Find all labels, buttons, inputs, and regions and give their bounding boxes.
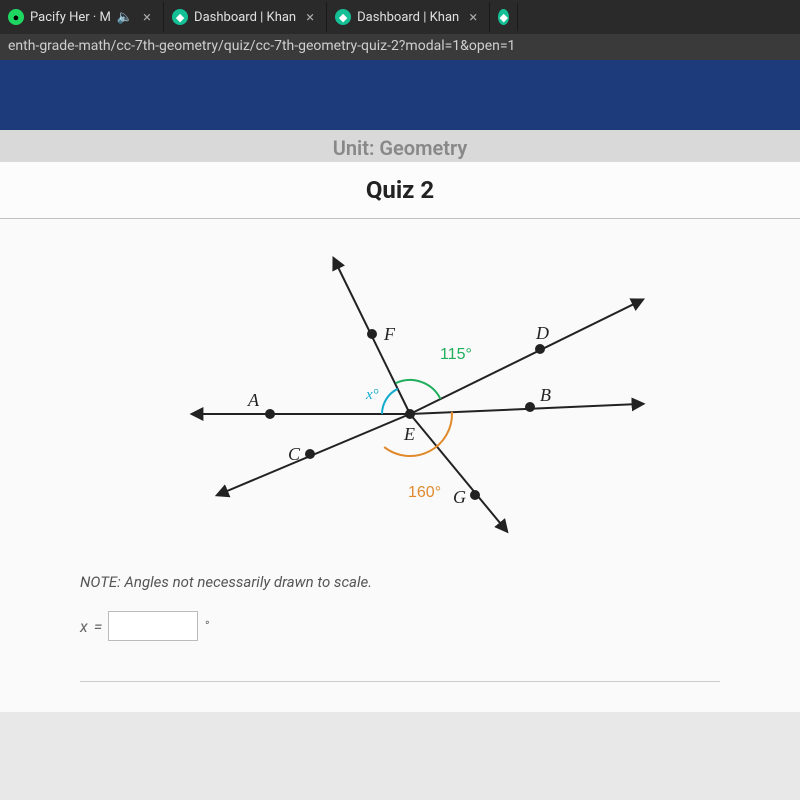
point-label-F: F	[383, 324, 396, 344]
answer-row: x = °	[80, 611, 720, 641]
angle-label: x°	[365, 387, 379, 403]
answer-unit: °	[204, 619, 209, 634]
ray	[410, 414, 505, 529]
ray	[410, 404, 640, 414]
unit-label: Unit: Geometry	[0, 130, 800, 162]
audio-icon[interactable]: 🔈	[117, 10, 133, 25]
browser-tab-bar: ● Pacify Her · M 🔈 × ◆ Dashboard | Khan …	[0, 0, 800, 34]
point-label-A: A	[247, 390, 260, 410]
answer-input[interactable]	[108, 611, 198, 641]
tab-title: Dashboard | Khan	[194, 10, 296, 25]
answer-var: x	[80, 617, 88, 636]
khan-icon: ◆	[335, 9, 351, 25]
point-label-C: C	[288, 444, 301, 464]
point-E	[405, 409, 415, 419]
scale-note: NOTE: Angles not necessarily drawn to sc…	[80, 573, 720, 591]
spotify-icon: ●	[8, 9, 24, 25]
browser-tab-partial[interactable]: ◆	[490, 3, 518, 31]
angle-arc	[382, 389, 398, 414]
khan-icon: ◆	[498, 9, 509, 25]
angle-arc	[384, 412, 452, 456]
tab-title: Pacify Her · M	[30, 10, 111, 25]
url-bar[interactable]: enth-grade-math/cc-7th-geometry/quiz/cc-…	[0, 34, 800, 60]
close-icon[interactable]: ×	[465, 8, 481, 26]
answer-equals: =	[94, 617, 103, 636]
point-label-G: G	[453, 487, 466, 507]
point-G	[470, 490, 480, 500]
point-A	[265, 409, 275, 419]
divider	[80, 681, 720, 682]
page-title: Quiz 2	[0, 162, 800, 219]
diagram: 115° 160° x° A B C D E F G	[140, 249, 660, 543]
point-D	[535, 344, 545, 354]
point-label-D: D	[535, 323, 549, 343]
browser-tab[interactable]: ◆ Dashboard | Khan ×	[327, 2, 490, 32]
site-header	[0, 60, 800, 130]
browser-tab[interactable]: ◆ Dashboard | Khan ×	[164, 2, 327, 32]
point-C	[305, 449, 315, 459]
close-icon[interactable]: ×	[139, 8, 155, 26]
khan-icon: ◆	[172, 9, 188, 25]
question-content: 115°160°x°ABCDEFG NOTE: Angles not neces…	[0, 219, 800, 712]
point-label-B: B	[540, 385, 551, 405]
point-B	[525, 402, 535, 412]
browser-tab[interactable]: ● Pacify Her · M 🔈 ×	[0, 2, 164, 32]
geometry-svg: 115° 160° x° A B C D E F G	[140, 249, 660, 539]
point-label-E: E	[403, 424, 415, 444]
angle-label: 115°	[440, 346, 472, 363]
close-icon[interactable]: ×	[302, 8, 318, 26]
angle-label: 160°	[408, 484, 441, 501]
point-F	[367, 329, 377, 339]
tab-title: Dashboard | Khan	[357, 10, 459, 25]
